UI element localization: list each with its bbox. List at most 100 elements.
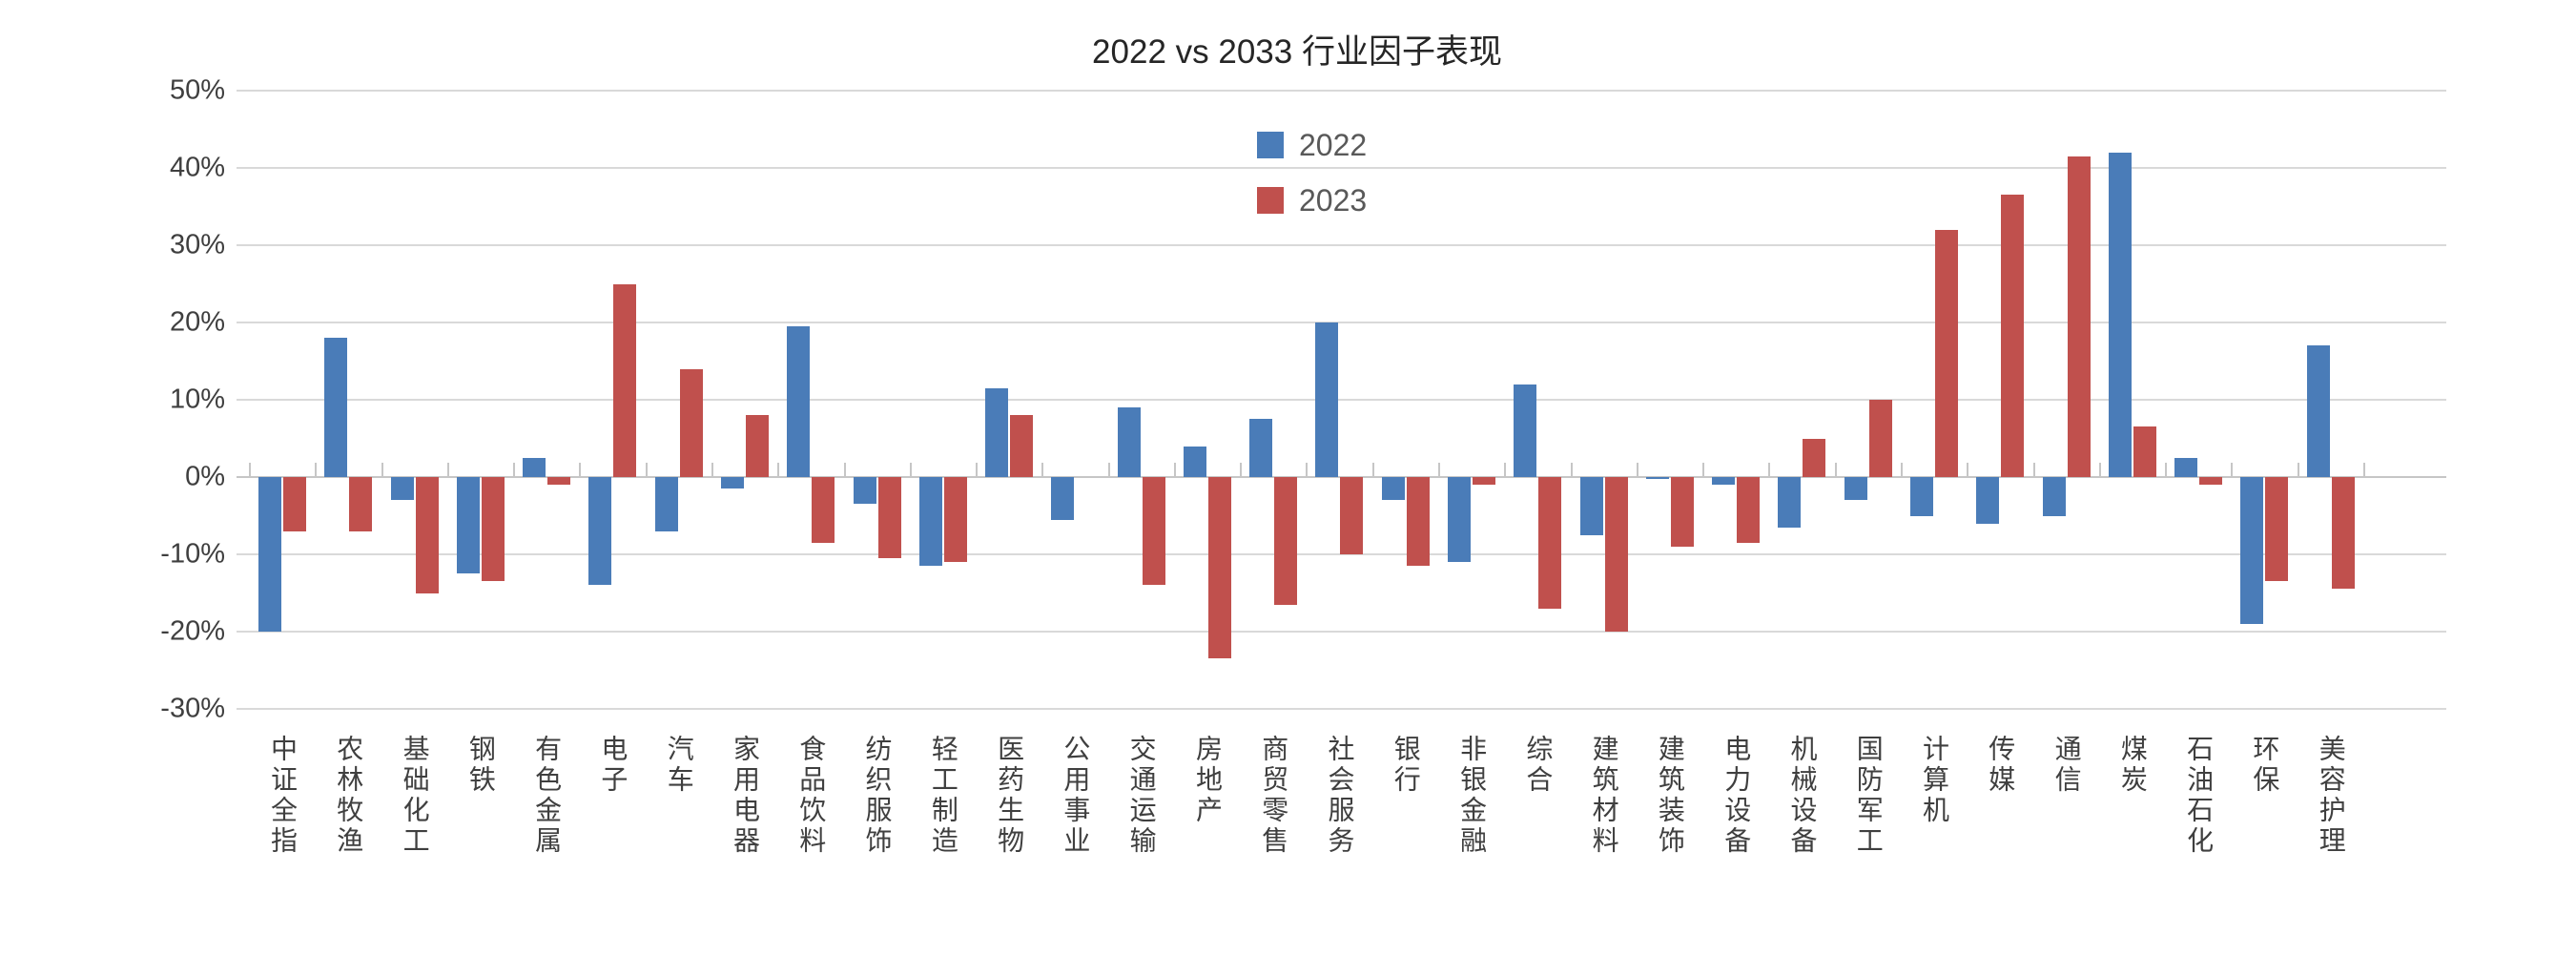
bar-2022-商贸零售 bbox=[1249, 419, 1273, 477]
bar-2023-电子 bbox=[613, 283, 637, 477]
bar-2022-有色金属 bbox=[523, 457, 546, 477]
bar-2023-食品饮料 bbox=[812, 477, 835, 543]
bar-2023-农林牧渔 bbox=[349, 477, 373, 531]
bar-2022-社会服务 bbox=[1315, 322, 1339, 477]
category-label-建筑装饰: 建筑装饰 bbox=[1655, 735, 1685, 857]
bar-2023-中证全指 bbox=[283, 477, 306, 531]
category-label-石油石化: 石油石化 bbox=[2184, 735, 2215, 857]
category-label-有色金属: 有色金属 bbox=[532, 735, 563, 857]
y-tick-label-10: 10% bbox=[169, 384, 225, 415]
bar-2023-石油石化 bbox=[2199, 477, 2223, 486]
bar-2023-美容护理 bbox=[2331, 477, 2355, 590]
bar-2023-汽车 bbox=[679, 368, 703, 477]
chart-title: 2022 vs 2033 行业因子表现 bbox=[1092, 33, 1502, 71]
axis-tick-mark bbox=[711, 463, 713, 477]
axis-tick-mark bbox=[1702, 463, 1705, 477]
bar-2023-国防军工 bbox=[1868, 400, 1892, 477]
bar-2022-基础化工 bbox=[390, 477, 414, 501]
bar-2022-环保 bbox=[2240, 477, 2264, 624]
category-label-社会服务: 社会服务 bbox=[1325, 735, 1355, 857]
axis-tick-mark bbox=[777, 463, 780, 477]
axis-tick-mark bbox=[2032, 463, 2035, 477]
bar-2022-通信 bbox=[2042, 477, 2066, 516]
bar-2022-家用电器 bbox=[720, 477, 744, 489]
category-label-非银金融: 非银金融 bbox=[1457, 735, 1488, 857]
axis-tick-mark bbox=[909, 463, 912, 477]
category-label-综合: 综合 bbox=[1523, 735, 1554, 796]
axis-tick-mark bbox=[446, 463, 449, 477]
category-label-食品饮料: 食品饮料 bbox=[796, 735, 827, 857]
y-tick-label-30: 30% bbox=[169, 229, 225, 260]
category-label-纺织服饰: 纺织服饰 bbox=[862, 735, 893, 857]
legend: 2022 2023 bbox=[1257, 124, 1367, 235]
bar-2022-房地产 bbox=[1183, 446, 1206, 477]
legend-swatch-2022 bbox=[1257, 132, 1284, 158]
bar-2023-环保 bbox=[2265, 477, 2289, 582]
gridline-50 bbox=[237, 90, 2446, 92]
bar-2022-公用事业 bbox=[1051, 477, 1075, 520]
bar-2022-纺织服饰 bbox=[853, 477, 876, 505]
bar-2023-医药生物 bbox=[1010, 415, 1034, 477]
axis-tick-mark bbox=[976, 463, 979, 477]
bar-2022-轻工制造 bbox=[918, 477, 942, 567]
gridline-20 bbox=[237, 322, 2446, 323]
category-label-家用电器: 家用电器 bbox=[730, 735, 760, 857]
category-label-房地产: 房地产 bbox=[1192, 735, 1223, 826]
bar-2023-银行 bbox=[1406, 477, 1430, 567]
bar-2022-汽车 bbox=[654, 477, 678, 531]
bar-2023-煤炭 bbox=[2133, 426, 2156, 477]
y-tick-label-50: 50% bbox=[169, 74, 225, 106]
legend-swatch-2023 bbox=[1257, 187, 1284, 214]
bar-2023-家用电器 bbox=[745, 415, 769, 477]
bar-2022-中证全指 bbox=[258, 477, 281, 632]
bar-2022-农林牧渔 bbox=[324, 338, 348, 477]
axis-tick-mark bbox=[249, 463, 251, 477]
category-label-钢铁: 钢铁 bbox=[465, 735, 496, 796]
category-label-轻工制造: 轻工制造 bbox=[928, 735, 958, 857]
legend-label-2022: 2022 bbox=[1299, 128, 1368, 162]
axis-tick-mark bbox=[1438, 463, 1441, 477]
bar-2022-食品饮料 bbox=[787, 326, 811, 477]
axis-tick-mark bbox=[2165, 463, 2168, 477]
bar-2022-石油石化 bbox=[2174, 457, 2198, 477]
bar-2022-煤炭 bbox=[2108, 152, 2132, 477]
bar-2023-机械设备 bbox=[1803, 438, 1826, 477]
axis-tick-mark bbox=[1504, 463, 1507, 477]
bar-2022-电子 bbox=[588, 477, 612, 586]
bar-2023-交通运输 bbox=[1142, 477, 1165, 586]
legend-label-2023: 2023 bbox=[1299, 183, 1368, 218]
category-label-交通运输: 交通运输 bbox=[1126, 735, 1157, 857]
axis-tick-mark bbox=[1834, 463, 1837, 477]
axis-tick-mark bbox=[1636, 463, 1638, 477]
category-label-汽车: 汽车 bbox=[664, 735, 694, 796]
bar-2023-基础化工 bbox=[415, 477, 439, 593]
bar-2022-机械设备 bbox=[1778, 477, 1802, 528]
axis-tick-mark bbox=[579, 463, 582, 477]
bar-2022-非银金融 bbox=[1448, 477, 1472, 563]
category-label-美容护理: 美容护理 bbox=[2316, 735, 2346, 857]
bar-2023-纺织服饰 bbox=[877, 477, 901, 559]
axis-tick-mark bbox=[1240, 463, 1243, 477]
axis-tick-mark bbox=[381, 463, 383, 477]
legend-item-2022: 2022 bbox=[1257, 124, 1367, 166]
category-label-建筑材料: 建筑材料 bbox=[1589, 735, 1619, 857]
category-label-国防军工: 国防军工 bbox=[1853, 735, 1884, 857]
y-tick-label--10: -10% bbox=[160, 538, 225, 570]
category-label-机械设备: 机械设备 bbox=[1787, 735, 1818, 857]
bar-2022-电力设备 bbox=[1712, 477, 1736, 486]
axis-tick-mark bbox=[843, 463, 846, 477]
bar-2023-建筑材料 bbox=[1604, 477, 1628, 632]
gridline--10 bbox=[237, 553, 2446, 555]
bar-2022-建筑装饰 bbox=[1645, 477, 1669, 480]
bar-2022-钢铁 bbox=[456, 477, 480, 574]
category-label-公用事业: 公用事业 bbox=[1061, 735, 1091, 857]
category-label-基础化工: 基础化工 bbox=[400, 735, 430, 857]
bar-2022-综合 bbox=[1514, 384, 1537, 477]
axis-tick-mark bbox=[1967, 463, 1969, 477]
axis-tick-mark bbox=[2362, 463, 2365, 477]
category-label-通信: 通信 bbox=[2051, 735, 2082, 796]
bar-2022-医药生物 bbox=[985, 387, 1009, 477]
gridline--20 bbox=[237, 631, 2446, 633]
axis-tick-mark bbox=[1570, 463, 1573, 477]
bar-2023-商贸零售 bbox=[1274, 477, 1298, 605]
